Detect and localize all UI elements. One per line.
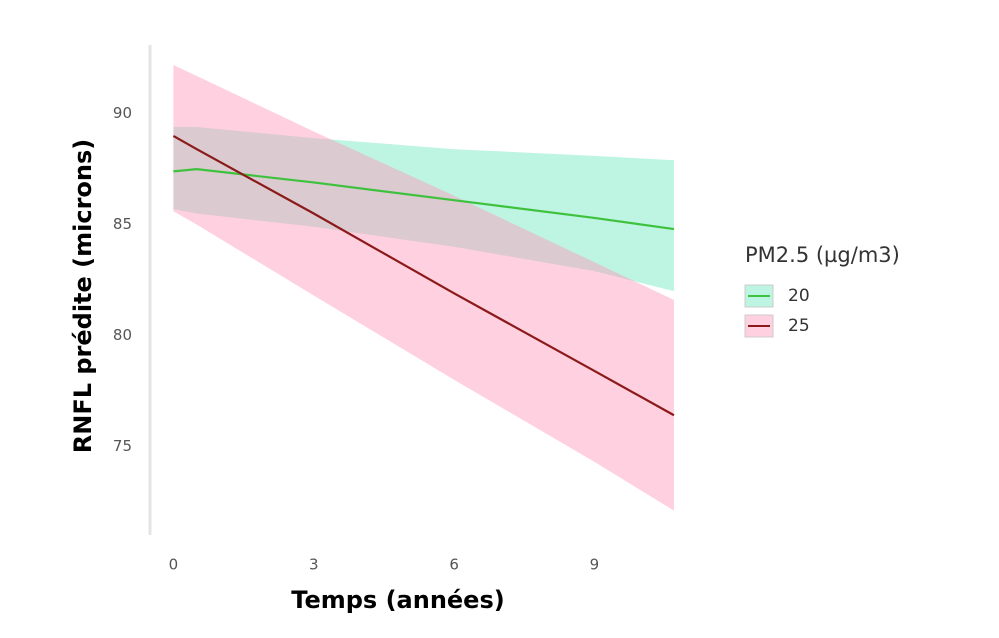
y-tick-label: 80 <box>113 326 132 344</box>
legend-title: PM2.5 (µg/m3) <box>745 243 900 267</box>
x-tick-label: 3 <box>309 556 319 574</box>
line <box>172 134 675 417</box>
confidence-band <box>173 127 674 292</box>
x-tick-label: 9 <box>590 556 600 574</box>
x-axis-title: Temps (années) <box>291 586 504 614</box>
x-tick-label: 0 <box>169 556 179 574</box>
y-tick-label: 90 <box>113 104 132 122</box>
x-tick-label: 6 <box>449 556 459 574</box>
y-tick-label: 75 <box>113 437 132 455</box>
line <box>173 168 675 231</box>
legend-label: 20 <box>788 286 810 306</box>
legend-label: 25 <box>788 316 810 336</box>
confidence-band <box>173 64 674 511</box>
y-tick-label: 85 <box>113 215 132 233</box>
y-axis-title: RNFL prédite (microns) <box>69 139 97 454</box>
